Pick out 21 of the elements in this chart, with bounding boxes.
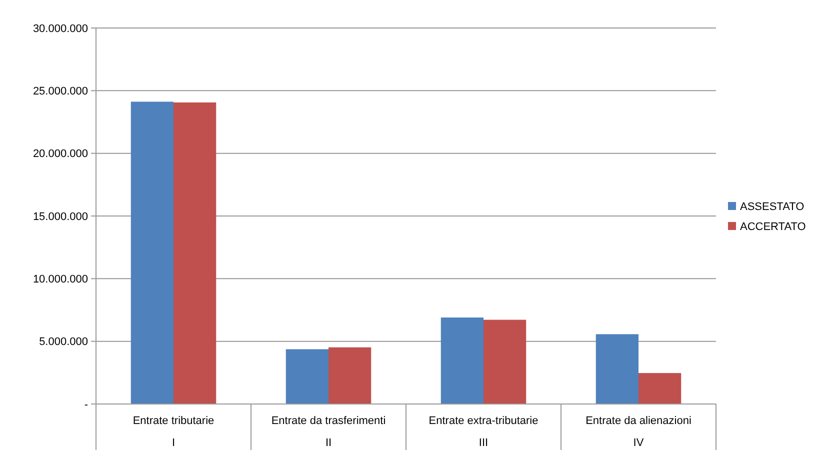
x-tick-label: Entrate extra-tributarie III	[428, 415, 538, 449]
y-tick-label: 10.000.000	[32, 274, 88, 286]
bar	[440, 318, 484, 404]
bar	[596, 334, 638, 404]
bar	[174, 102, 216, 404]
legend-label: ACCERTATO	[740, 220, 806, 233]
bar	[130, 102, 174, 404]
y-tick-label: 15.000.000	[32, 210, 88, 223]
y-tick-label: -	[84, 398, 88, 411]
bar	[484, 320, 526, 404]
x-tick-label: Entrate da trasferimenti II	[271, 415, 386, 449]
bar	[638, 373, 682, 404]
x-tick-label: Entrate tributarie I	[132, 415, 214, 449]
bar	[286, 349, 328, 404]
y-tick-label: 25.000.000	[32, 86, 88, 98]
bar	[328, 347, 372, 404]
x-tick-label: Entrate da alienazioni IV	[586, 415, 692, 449]
y-tick-label: 30.000.000	[32, 22, 88, 35]
legend-label: ASSESTATO	[740, 200, 805, 213]
y-tick-label: 20.000.000	[32, 148, 88, 160]
y-tick-label: 5.000.000	[39, 336, 88, 348]
